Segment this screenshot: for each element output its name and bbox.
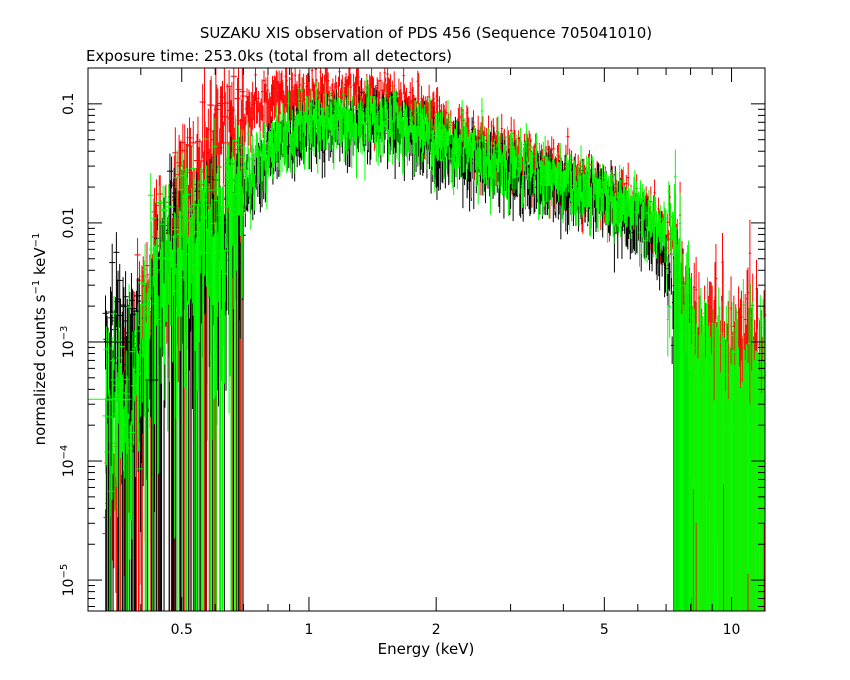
wide-bin [88,389,132,611]
y-tick-mantissa: 10 [61,459,77,477]
x-axis-label: Energy (keV) [378,640,475,658]
chart-title: SUZAKU XIS observation of PDS 456 (Seque… [200,24,652,42]
y-tick-mantissa: 0.01 [61,207,77,238]
plot-area [88,67,767,611]
series-2 [102,76,767,611]
y-axis-label-exp1: −1 [31,280,42,295]
y-tick-mantissa: 10 [61,340,77,358]
x-axis: 0.5 1 2 5 10 [87,68,741,638]
chart-subtitle: Exposure time: 253.0ks (total from all d… [86,47,452,65]
y-axis-label-exp2: −1 [31,233,42,248]
y-axis-label-main: normalized counts s [31,294,49,445]
y-axis-label-unit: keV [31,247,49,280]
y-tick-exponent: −5 [59,564,70,579]
x-tick-label: 5 [600,622,609,638]
x-tick-label: 10 [723,622,741,638]
y-axis-label: normalized counts s−1 keV−1 [31,233,49,446]
y-tick-mantissa: 0.1 [61,93,77,115]
y-tick-label: 10−4 [59,445,77,478]
wide-bin [145,258,159,611]
y-tick-label: 0.01 [61,207,77,238]
x-tick-label: 0.5 [171,622,193,638]
plot-frame [87,67,766,612]
x-tick-label: 1 [304,622,313,638]
y-tick-exponent: −4 [59,445,70,460]
y-tick-label: 0.1 [61,93,77,115]
y-tick-label: 10−3 [59,326,77,359]
x-tick-label: 2 [432,622,441,638]
y-tick-exponent: −3 [59,326,70,341]
y-tick-mantissa: 10 [61,579,77,597]
y-tick-label: 10−5 [59,564,77,597]
